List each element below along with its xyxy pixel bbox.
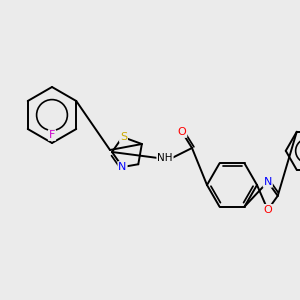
Text: N: N (118, 162, 127, 172)
Text: O: O (263, 205, 272, 215)
Text: F: F (49, 130, 55, 140)
Text: S: S (120, 132, 127, 142)
Text: O: O (178, 127, 186, 137)
Text: NH: NH (157, 153, 173, 163)
Text: N: N (264, 177, 272, 187)
